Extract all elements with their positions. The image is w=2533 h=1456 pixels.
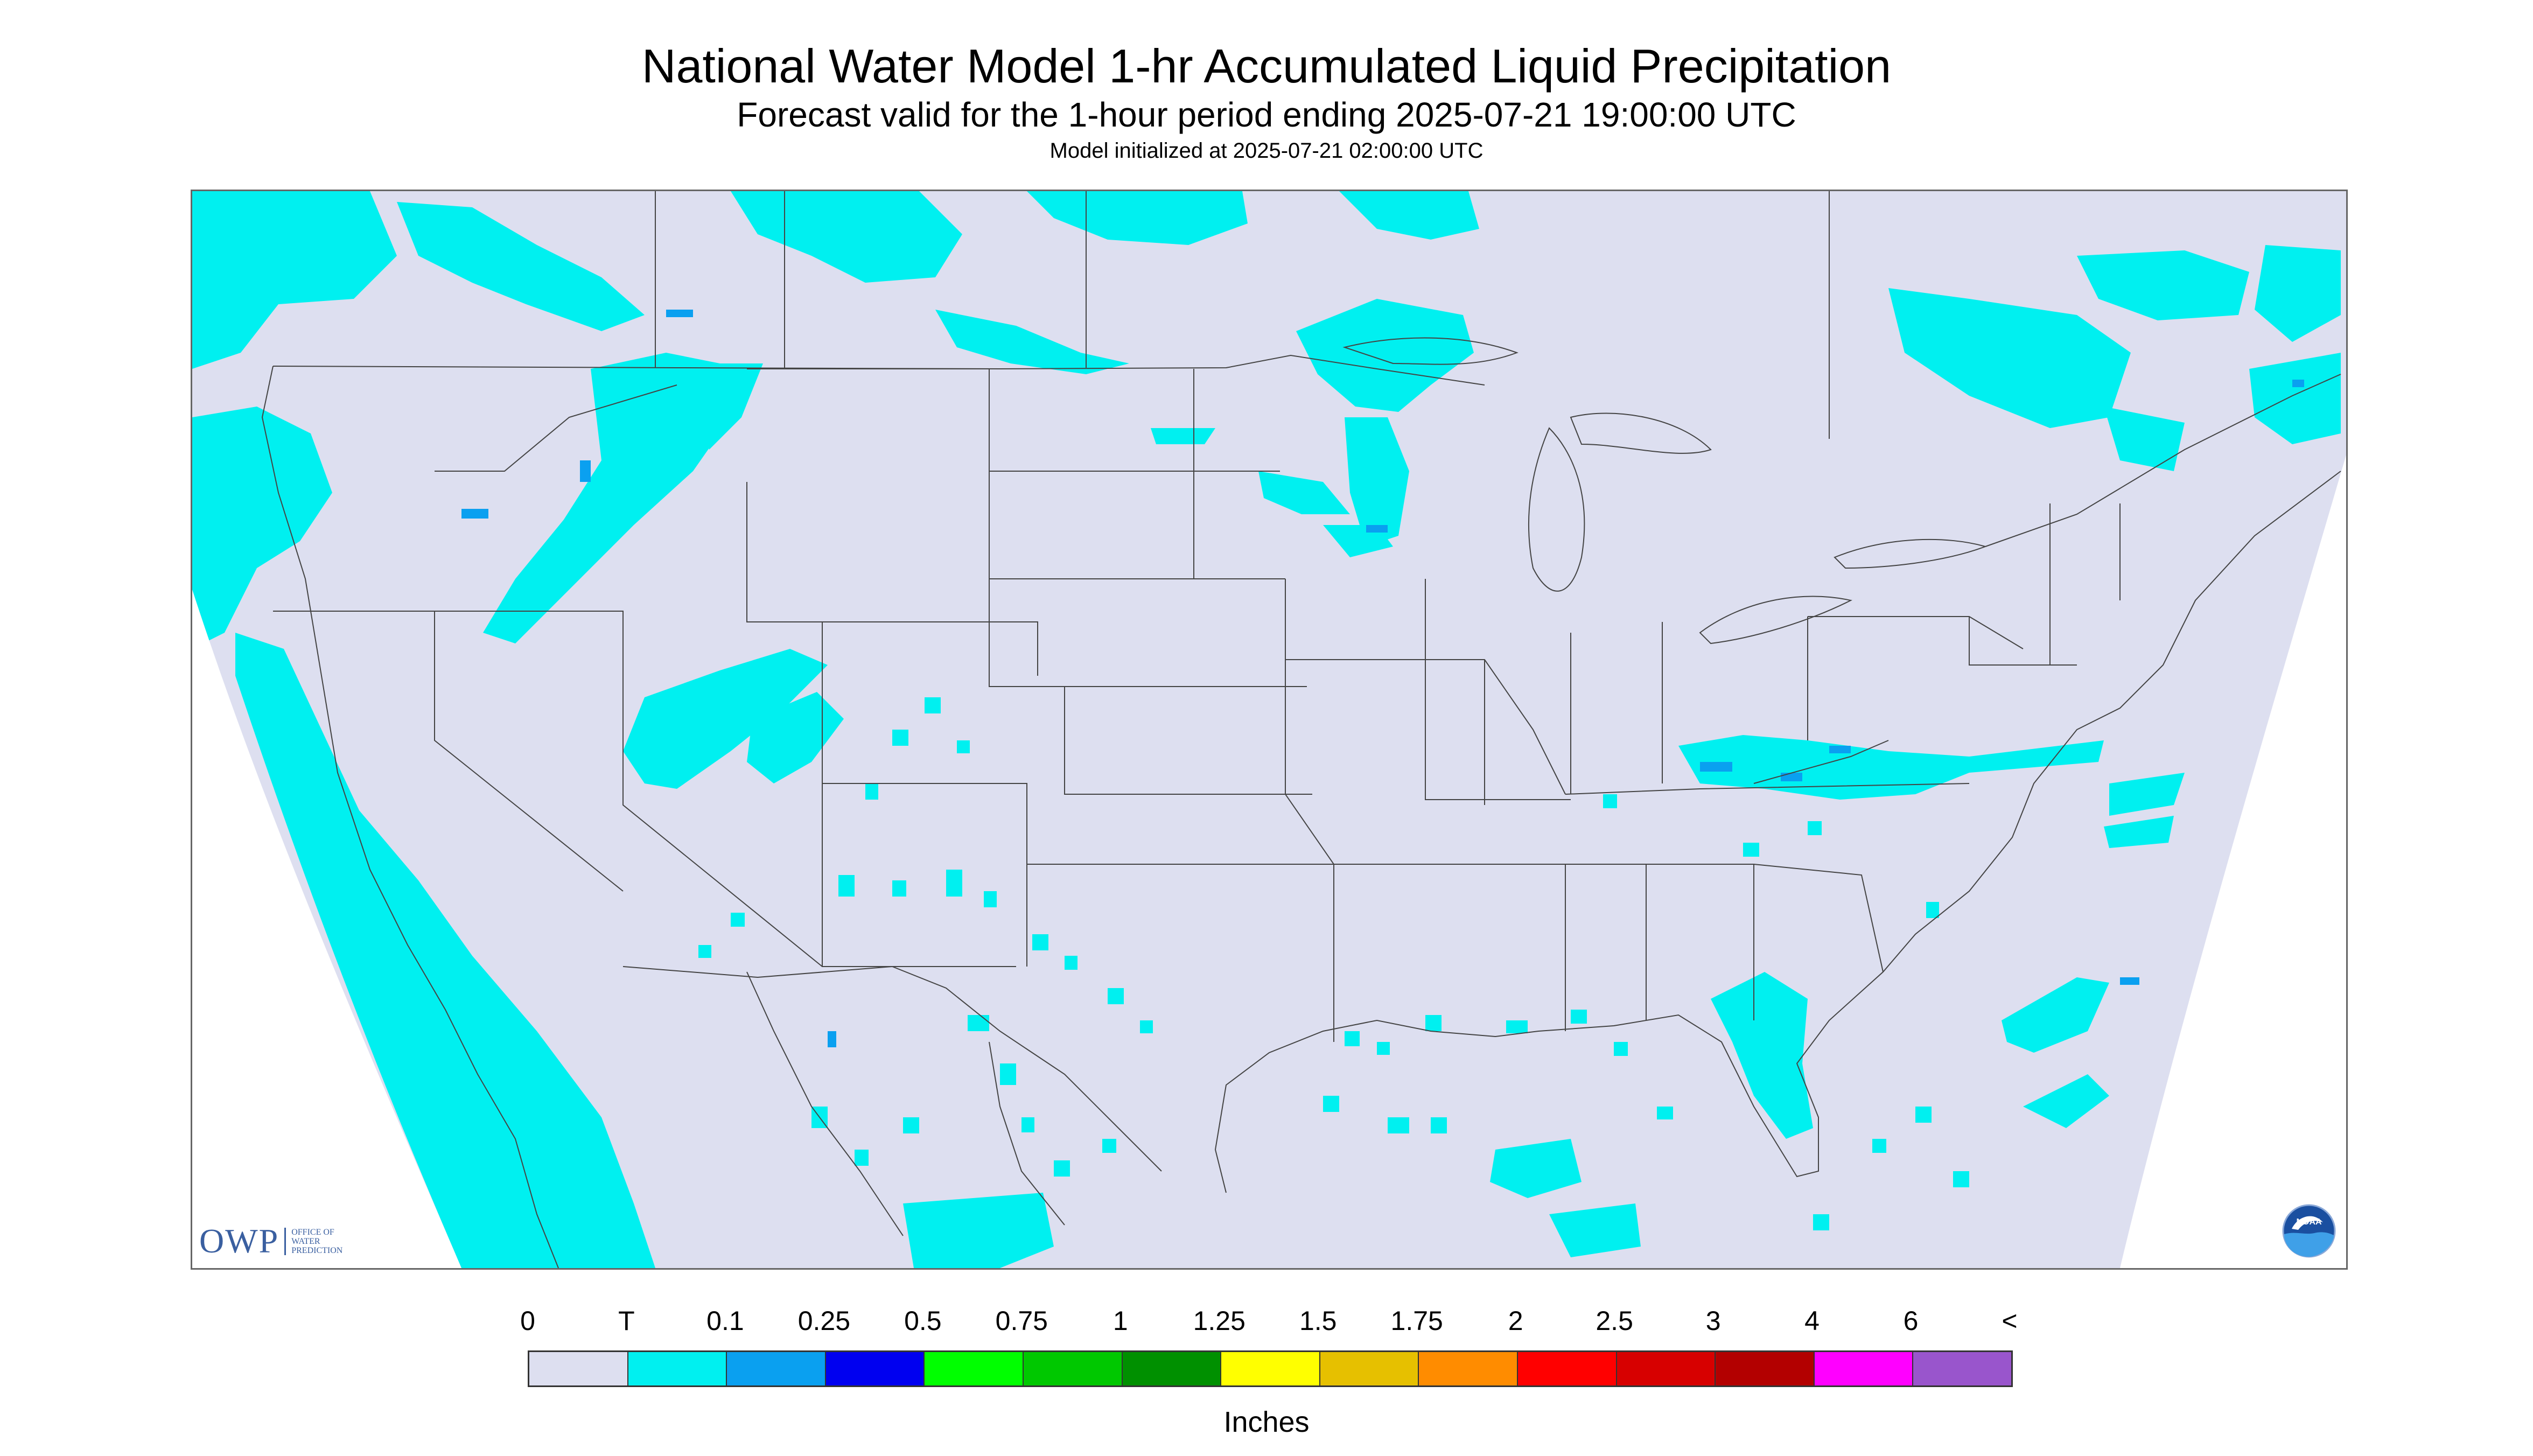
legend-label: 4 [1804, 1306, 1820, 1336]
legend-label: 0.1 [706, 1306, 744, 1336]
legend-swatch [1419, 1352, 1518, 1385]
legend-units: Inches [1223, 1406, 1310, 1438]
model-init-line: Model initialized at 2025-07-21 02:00:00… [1049, 139, 1484, 163]
legend-label: 1 [1112, 1306, 1128, 1336]
legend-swatch [1913, 1352, 2011, 1385]
legend-swatch [529, 1352, 628, 1385]
legend-swatch [1122, 1352, 1222, 1385]
boundary-lines [261, 191, 2341, 1268]
legend-label: 2 [1508, 1306, 1523, 1336]
legend-label: 0 [520, 1306, 535, 1336]
legend-label: 0.5 [904, 1306, 942, 1336]
legend-label: 6 [1903, 1306, 1919, 1336]
legend-label: < [2002, 1306, 2018, 1336]
legend-swatch [1716, 1352, 1815, 1385]
map-title: National Water Model 1-hr Accumulated Li… [641, 39, 1892, 93]
legend-swatch [925, 1352, 1024, 1385]
legend-label: 2.5 [1596, 1306, 1633, 1336]
owp-subtext-line: WATER [291, 1236, 320, 1246]
legend-label: 1.75 [1390, 1306, 1443, 1336]
legend-swatch [1617, 1352, 1716, 1385]
legend-swatch [825, 1352, 925, 1385]
legend-colorbar [528, 1350, 2013, 1387]
legend-swatch [727, 1352, 826, 1385]
noaa-logo-text: NOAA [2296, 1217, 2322, 1227]
legend-label: 3 [1705, 1306, 1721, 1336]
legend-label: T [618, 1306, 635, 1336]
legend-swatch [1221, 1352, 1320, 1385]
legend-swatch [1814, 1352, 1914, 1385]
legend-label: 0.25 [797, 1306, 851, 1336]
legend-swatch [1023, 1352, 1123, 1385]
legend-label: 1.25 [1193, 1306, 1245, 1336]
owp-logo: OWP OFFICE OF WATER PREDICTION [199, 1221, 342, 1261]
legend-label: 0.75 [995, 1306, 1048, 1336]
owp-subtext-line: PREDICTION [291, 1245, 343, 1255]
legend-swatch [1320, 1352, 1419, 1385]
precipitation-map [191, 190, 2348, 1270]
map-subtitle: Forecast valid for the 1-hour period end… [737, 95, 1796, 134]
legend-label: 1.5 [1299, 1306, 1337, 1336]
legend-swatch [1517, 1352, 1617, 1385]
legend-labels: 0 T 0.1 0.25 0.5 0.75 1 1.25 1.5 1.75 2 2.5 3 4 6 < [520, 1305, 2018, 1338]
owp-logo-text: OWP [199, 1222, 279, 1260]
legend-swatch [628, 1352, 727, 1385]
owp-logo-subtext: OFFICE OF WATER PREDICTION [284, 1227, 343, 1255]
owp-subtext-line: OFFICE OF [291, 1227, 334, 1237]
noaa-logo: NOAA [2282, 1204, 2336, 1258]
precip-areas [192, 191, 2341, 1268]
map-canvas [192, 191, 2346, 1268]
